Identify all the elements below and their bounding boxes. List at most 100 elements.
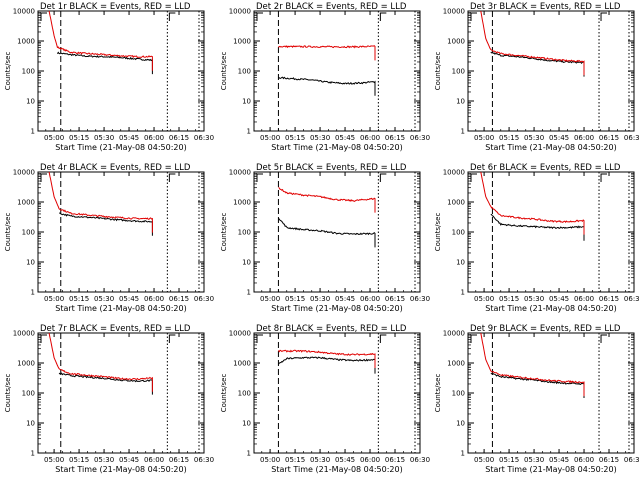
y-tick-label: 10000 [13, 8, 35, 16]
x-tick-label: 05:00 [44, 456, 64, 464]
interval-start-bracket [256, 334, 263, 343]
x-tick-label: 06:15 [169, 134, 189, 142]
lld-series-line [278, 45, 376, 61]
x-tick-label: 06:30 [410, 456, 430, 464]
y-tick-label: 10 [242, 98, 251, 106]
x-tick-label: 05:30 [524, 456, 544, 464]
chart-panel: Det 5r BLACK = Events, RED = LLD Counts/s… [220, 163, 430, 313]
x-tick-label: 05:45 [119, 134, 139, 142]
x-tick-label: 06:30 [194, 456, 214, 464]
x-tick-label: 06:00 [144, 456, 164, 464]
x-tick-label: 06:15 [599, 295, 619, 303]
x-tick-label: 06:00 [360, 295, 380, 303]
y-tick-label: 10 [242, 420, 251, 428]
y-tick-label: 1 [31, 450, 35, 458]
events-series-line [278, 218, 376, 248]
y-tick-label: 1000 [233, 38, 251, 46]
interval-end-bracket [168, 12, 176, 21]
x-tick-label: 05:00 [44, 295, 64, 303]
interval-end-bracket [379, 334, 387, 343]
chart-title: Det 7r BLACK = Events, RED = LLD [40, 324, 191, 334]
events-series-line [278, 76, 376, 96]
y-tick-label: 10000 [443, 330, 465, 338]
x-tick-label: 05:45 [119, 295, 139, 303]
y-axis-label: Counts/sec [4, 52, 12, 91]
chart-title: Det 8r BLACK = Events, RED = LLD [256, 324, 407, 334]
y-tick-label: 10000 [13, 330, 35, 338]
y-tick-label: 1000 [233, 360, 251, 368]
y-axis-label: Counts/sec [220, 374, 228, 413]
x-tick-label: 05:00 [474, 134, 494, 142]
x-tick-label: 06:30 [624, 456, 640, 464]
x-tick-label: 06:00 [360, 134, 380, 142]
x-axis-label: Start Time (21-May-08 04:50:20) [55, 143, 186, 152]
x-tick-label: 06:15 [169, 456, 189, 464]
interval-end-bracket [379, 173, 387, 182]
x-tick-label: 05:45 [335, 295, 355, 303]
events-series-line [490, 51, 585, 77]
x-tick-label: 05:00 [260, 295, 280, 303]
y-axis-label: Counts/sec [4, 374, 12, 413]
chart-panel: Det 4r BLACK = Events, RED = LLD Counts/s… [4, 163, 214, 313]
lld-series-line [48, 332, 153, 392]
y-tick-label: 10 [26, 420, 35, 428]
x-tick-label: 05:15 [499, 134, 519, 142]
chart-panel: Det 9r BLACK = Events, RED = LLD Counts/s… [434, 324, 640, 474]
x-tick-label: 06:30 [410, 134, 430, 142]
x-tick-label: 05:15 [285, 134, 305, 142]
x-tick-label: 05:45 [549, 134, 569, 142]
x-tick-label: 06:15 [599, 134, 619, 142]
x-tick-label: 06:00 [574, 134, 594, 142]
x-tick-label: 06:00 [144, 134, 164, 142]
x-axis-label: Start Time (21-May-08 04:50:20) [485, 304, 616, 313]
x-tick-label: 05:30 [524, 134, 544, 142]
x-tick-label: 06:30 [194, 295, 214, 303]
chart-title: Det 6r BLACK = Events, RED = LLD [470, 163, 621, 173]
x-tick-label: 05:30 [310, 456, 330, 464]
y-tick-label: 1000 [447, 38, 465, 46]
y-tick-label: 1000 [233, 199, 251, 207]
y-tick-label: 1000 [447, 199, 465, 207]
interval-start-bracket [470, 173, 477, 182]
x-tick-label: 05:15 [285, 295, 305, 303]
events-series-line [490, 373, 585, 398]
y-tick-label: 1 [31, 289, 35, 297]
y-tick-label: 1000 [17, 360, 35, 368]
chart-panel: Det 7r BLACK = Events, RED = LLD Counts/s… [4, 324, 214, 474]
x-tick-label: 06:15 [385, 456, 405, 464]
y-tick-label: 1000 [17, 199, 35, 207]
y-tick-label: 1 [461, 128, 465, 136]
chart-title: Det 4r BLACK = Events, RED = LLD [40, 163, 191, 173]
y-tick-label: 1000 [17, 38, 35, 46]
x-tick-label: 06:00 [574, 456, 594, 464]
interval-end-bracket [600, 173, 608, 182]
y-tick-label: 10000 [229, 330, 251, 338]
chart-panel: Det 8r BLACK = Events, RED = LLD Counts/s… [220, 324, 430, 474]
y-tick-label: 10000 [13, 169, 35, 177]
interval-end-bracket [600, 334, 608, 343]
y-tick-label: 100 [22, 390, 35, 398]
x-axis-label: Start Time (21-May-08 04:50:20) [485, 465, 616, 474]
y-tick-label: 1 [461, 289, 465, 297]
y-tick-label: 10000 [443, 169, 465, 177]
interval-start-bracket [470, 334, 477, 343]
x-tick-label: 06:15 [385, 134, 405, 142]
interval-start-bracket [40, 12, 47, 21]
x-tick-label: 05:45 [335, 134, 355, 142]
x-tick-label: 05:45 [549, 456, 569, 464]
x-tick-label: 06:30 [410, 295, 430, 303]
x-tick-label: 05:30 [94, 295, 114, 303]
y-tick-label: 10 [26, 98, 35, 106]
events-series-line [277, 356, 376, 374]
lld-series-line [278, 349, 376, 368]
y-tick-label: 100 [238, 229, 251, 237]
y-tick-label: 1 [31, 128, 35, 136]
x-tick-label: 05:15 [285, 456, 305, 464]
lld-series-line [48, 10, 153, 71]
interval-start-bracket [470, 12, 477, 21]
y-tick-label: 10000 [229, 8, 251, 16]
y-axis-label: Counts/sec [4, 213, 12, 252]
x-tick-label: 05:30 [310, 295, 330, 303]
interval-start-bracket [256, 12, 263, 21]
x-tick-label: 05:15 [69, 295, 89, 303]
